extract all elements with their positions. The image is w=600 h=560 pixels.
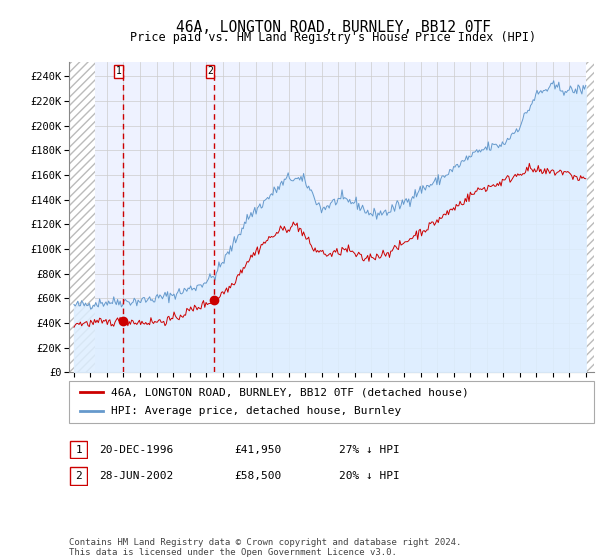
Bar [586,62,594,372]
Text: 27% ↓ HPI: 27% ↓ HPI [339,445,400,455]
Text: £58,500: £58,500 [234,471,281,481]
Text: 2: 2 [75,471,82,481]
Text: 20-DEC-1996: 20-DEC-1996 [99,445,173,455]
Text: 1: 1 [116,67,122,77]
Text: Contains HM Land Registry data © Crown copyright and database right 2024.
This d: Contains HM Land Registry data © Crown c… [69,538,461,557]
Bar [69,62,95,372]
Text: 46A, LONGTON ROAD, BURNLEY, BB12 0TF: 46A, LONGTON ROAD, BURNLEY, BB12 0TF [176,20,491,35]
Text: HPI: Average price, detached house, Burnley: HPI: Average price, detached house, Burn… [111,407,401,417]
Text: 28-JUN-2002: 28-JUN-2002 [99,471,173,481]
Text: 1: 1 [75,445,82,455]
Text: 46A, LONGTON ROAD, BURNLEY, BB12 0TF (detached house): 46A, LONGTON ROAD, BURNLEY, BB12 0TF (de… [111,387,469,397]
Text: £41,950: £41,950 [234,445,281,455]
Text: 2: 2 [207,67,213,77]
Text: Price paid vs. HM Land Registry's House Price Index (HPI): Price paid vs. HM Land Registry's House … [130,31,536,44]
Text: 20% ↓ HPI: 20% ↓ HPI [339,471,400,481]
